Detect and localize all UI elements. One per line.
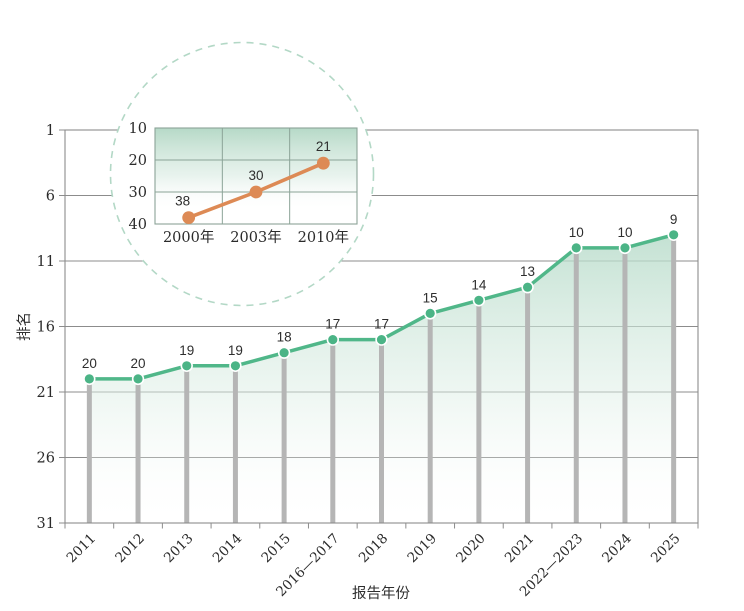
data-point [375, 333, 388, 346]
stem-bar [281, 352, 287, 523]
y-tick-label: 11 [37, 254, 55, 270]
x-tick-label: 2013 [161, 531, 197, 567]
data-point [472, 294, 486, 307]
x-tick-label: 2020 [453, 531, 489, 567]
inset-y-tick-label: 10 [129, 121, 147, 137]
inset-data-point [182, 211, 196, 225]
x-tick-label: 2024 [599, 531, 635, 567]
data-label: 10 [617, 225, 632, 240]
x-tick-label: 2025 [648, 531, 684, 567]
x-tick-label: 2021 [502, 531, 538, 567]
y-tick-label: 16 [37, 320, 55, 336]
data-point [229, 359, 242, 372]
y-tick-label: 1 [46, 123, 55, 139]
inset-y-tick-label: 30 [129, 185, 147, 201]
x-tick-label: 2012 [112, 531, 148, 567]
stem-bar [622, 247, 628, 523]
inset-y-tick-label: 20 [129, 153, 147, 169]
stem-bar [135, 378, 141, 523]
data-point [570, 241, 583, 255]
inset-y-tick-label: 40 [129, 217, 147, 233]
data-label: 20 [131, 356, 146, 371]
data-label: 14 [471, 277, 487, 292]
data-label: 10 [569, 225, 584, 240]
stem-bar [671, 234, 677, 524]
data-point [423, 307, 437, 320]
y-tick-label: 31 [37, 516, 55, 532]
stem-bar [86, 378, 92, 523]
y-tick-label: 26 [37, 451, 55, 467]
inset-data-point [316, 156, 330, 170]
inset-x-tick-label: 2003年 [230, 229, 281, 246]
data-point [326, 333, 340, 346]
data-label: 9 [670, 212, 678, 227]
data-label: 17 [374, 317, 389, 332]
data-point [180, 359, 193, 372]
stem-bar [476, 300, 482, 523]
data-point [521, 281, 534, 294]
plot-frame [64, 129, 699, 524]
inset-plot-bg [155, 128, 357, 224]
data-point [618, 241, 632, 255]
data-point [83, 372, 96, 386]
inset-x-tick-label: 2000年 [163, 229, 214, 246]
x-tick-label: 2014 [210, 531, 246, 567]
y-tick-label: 6 [46, 189, 55, 205]
data-label: 17 [325, 317, 340, 332]
data-label: 18 [277, 330, 292, 345]
data-label: 13 [520, 264, 535, 279]
x-tick-label: 2015 [258, 531, 294, 567]
stem-bar [184, 365, 190, 523]
y-tick-label: 21 [37, 385, 55, 401]
x-tick-label: 2019 [404, 531, 440, 567]
inset-x-tick-label: 2010年 [298, 229, 349, 246]
inset-frame [154, 127, 358, 225]
x-axis-title: 报告年份 [352, 585, 410, 602]
y-axis-title: 排名 [16, 312, 33, 341]
inset-data-point [249, 185, 263, 199]
stem-bar [330, 339, 336, 523]
data-point [277, 346, 291, 359]
data-label: 19 [228, 343, 243, 358]
data-point [667, 228, 680, 242]
inset-data-label: 21 [316, 139, 331, 154]
x-tick-label: 2011 [64, 531, 100, 567]
stem-bar [573, 247, 579, 523]
data-label: 15 [423, 290, 438, 305]
x-tick-label: 2018 [356, 531, 392, 567]
data-point [131, 372, 145, 386]
stem-bar [525, 287, 531, 523]
data-label: 19 [179, 343, 194, 358]
inset-data-label: 30 [248, 168, 263, 183]
inset-data-label: 38 [175, 194, 190, 209]
stem-bar [379, 339, 384, 523]
stem-bar [427, 313, 433, 523]
data-label: 20 [82, 356, 97, 371]
stem-bar [232, 365, 238, 523]
inset-chart: 38 30 21 10 20 30 40 2000年 2003年 2010年 [109, 41, 375, 307]
